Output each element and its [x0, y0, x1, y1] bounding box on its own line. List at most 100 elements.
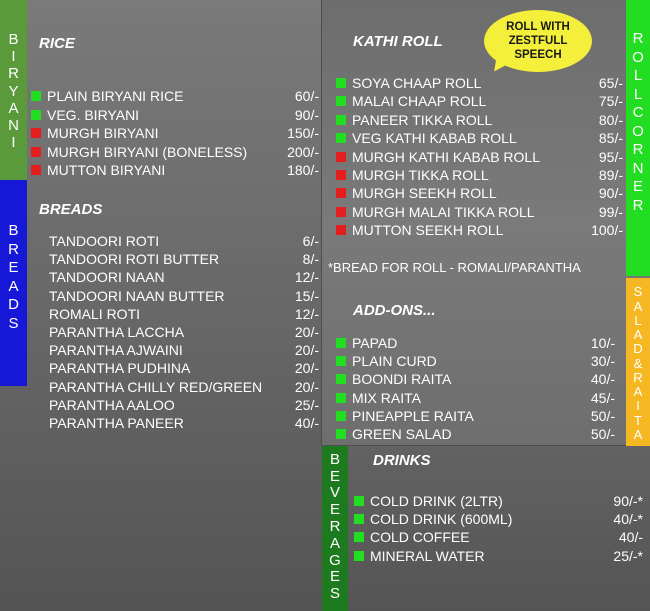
menu-item: GREEN SALAD 50/-	[336, 425, 615, 443]
side-tab-letter: R	[632, 30, 644, 48]
addons-title: ADD-ONS...	[353, 302, 436, 319]
menu-item: ROMALI ROTI 12/-	[49, 305, 319, 323]
menu-item-price: 50/-	[590, 426, 615, 442]
nonveg-marker-icon	[31, 165, 41, 175]
menu-item: MINERAL WATER 25/-*	[354, 547, 643, 565]
side-tab-letter: B	[8, 222, 19, 240]
menu-item: MUTTON SEEKH ROLL 100/-	[336, 221, 623, 239]
side-tab-letter: E	[632, 178, 643, 196]
menu-item: PARANTHA AJWAINI 20/-	[49, 341, 319, 359]
menu-item-name: PAPAD	[352, 335, 398, 351]
menu-item-name: ROMALI ROTI	[49, 305, 141, 322]
menu-item-name: MURGH KATHI KABAB ROLL	[352, 148, 541, 165]
nonveg-marker-icon	[336, 206, 346, 217]
menu-item-price: 40/-	[618, 529, 643, 546]
side-tab-letter: A	[633, 298, 643, 314]
side-tab-letter: R	[632, 141, 644, 159]
nonveg-marker-icon	[336, 225, 346, 236]
menu-item-price: 60/-	[294, 88, 319, 104]
veg-marker-icon	[31, 109, 41, 120]
menu-item: PLAIN BIRYANI RICE 60/-	[31, 87, 319, 105]
menu-item-name: PLAIN BIRYANI RICE	[47, 88, 184, 104]
side-tab-letter: E	[8, 259, 19, 277]
menu-item: PARANTHA LACCHA 20/-	[49, 323, 319, 341]
menu-item-name: MURGH BIRYANI (BONELESS)	[47, 143, 248, 160]
side-tab-letter: &	[633, 355, 643, 371]
right-top-panel	[322, 0, 650, 446]
breads-title: BREADS	[39, 201, 103, 218]
menu-item-price: 10/-	[590, 335, 615, 351]
menu-item-price: 20/-	[294, 360, 319, 377]
side-tab-letter: Y	[8, 82, 19, 100]
menu-item: PAPAD 10/-	[336, 334, 615, 352]
menu-item-name: MINERAL WATER	[370, 547, 485, 564]
menu-item-price: 150/-	[287, 125, 319, 141]
menu-item-price: 75/-	[598, 93, 623, 110]
menu-item: PARANTHA PUDHINA 20/-	[49, 359, 319, 377]
menu-item-price: 15/-	[294, 287, 319, 304]
speech-bubble-text: ROLL WITH ZESTFULL SPEECH	[506, 21, 570, 61]
left-panel	[0, 0, 322, 611]
side-tab-letter: B	[8, 31, 19, 49]
menu-item-price: 90/-*	[613, 493, 643, 509]
side-tab-letter: A	[8, 99, 19, 117]
menu-item: PINEAPPLE RAITA 50/-	[336, 407, 615, 425]
menu-item-price: 25/-*	[613, 547, 643, 564]
veg-marker-icon	[336, 356, 346, 367]
veg-marker-icon	[336, 114, 346, 125]
menu-item-price: 40/-*	[613, 511, 643, 528]
menu-item: PARANTHA PANEER 40/-	[49, 414, 319, 432]
veg-marker-icon	[336, 429, 346, 439]
rice-title: RICE	[39, 35, 75, 52]
menu-item: MIX RAITA 45/-	[336, 389, 615, 407]
side-tab-letter: B	[329, 450, 340, 468]
menu-item-name: PARANTHA CHILLY RED/GREEN	[49, 378, 263, 395]
veg-marker-icon	[336, 374, 346, 385]
menu-item-price: 65/-	[598, 75, 623, 91]
menu-item: TANDOORI NAAN 12/-	[49, 268, 319, 286]
menu-item-price: 100/-	[591, 222, 623, 239]
menu-item-price: 95/-	[598, 148, 623, 165]
menu-item-price: 80/-	[598, 111, 623, 128]
menu-item-name: PARANTHA AJWAINI	[49, 342, 183, 359]
menu-item-price: 20/-	[294, 378, 319, 395]
menu-item-name: COLD COFFEE	[370, 529, 470, 546]
menu-item: TANDOORI ROTI 6/-	[49, 232, 319, 250]
menu-item: PLAIN CURD 30/-	[336, 352, 615, 370]
menu-item-price: 12/-	[294, 269, 319, 286]
nonveg-marker-icon	[336, 188, 346, 199]
menu-item: MALAI CHAAP ROLL 75/-	[336, 92, 623, 110]
menu-item: BOONDI RAITA 40/-	[336, 370, 615, 388]
menu-item-price: 20/-	[294, 324, 319, 340]
menu-item: COLD DRINK (600ML) 40/-*	[354, 510, 643, 528]
menu-item: PANEER TIKKA ROLL 80/-	[336, 111, 623, 129]
menu-item: PARANTHA CHILLY RED/GREEN 20/-	[49, 378, 319, 396]
menu-item: MURGH BIRYANI (BONELESS) 200/-	[31, 143, 319, 161]
side-tab-letter: I	[11, 48, 16, 66]
menu-item: MUTTON BIRYANI 180/-	[31, 161, 319, 179]
side-tab-letter: V	[329, 484, 340, 502]
menu-item-name: PARANTHA LACCHA	[49, 324, 185, 340]
veg-marker-icon	[354, 514, 364, 525]
menu-item-price: 12/-	[294, 305, 319, 322]
side-tab-letter: L	[633, 85, 643, 103]
side-tab-letter: A	[633, 384, 643, 399]
menu-item-name: TANDOORI ROTI	[49, 233, 160, 249]
menu-item-price: 40/-	[294, 415, 319, 431]
side-tab-letter: R	[8, 240, 19, 258]
veg-marker-icon	[31, 91, 41, 101]
menu-item-name: MURGH BIRYANI	[47, 125, 159, 141]
menu-item-price: 99/-	[598, 203, 623, 220]
side-tab-letter: S	[329, 585, 340, 603]
drinks-title: DRINKS	[373, 452, 431, 469]
menu-item-name: TANDOORI NAAN	[49, 269, 165, 286]
menu-item-name: GREEN SALAD	[352, 426, 452, 442]
side-tab-letter: G	[329, 551, 341, 569]
side-tab-letter: E	[329, 467, 340, 485]
kathi-roll-title: KATHI ROLL	[353, 33, 443, 50]
menu-item-price: 20/-	[294, 342, 319, 359]
menu-item: MURGH TIKKA ROLL 89/-	[336, 166, 623, 184]
